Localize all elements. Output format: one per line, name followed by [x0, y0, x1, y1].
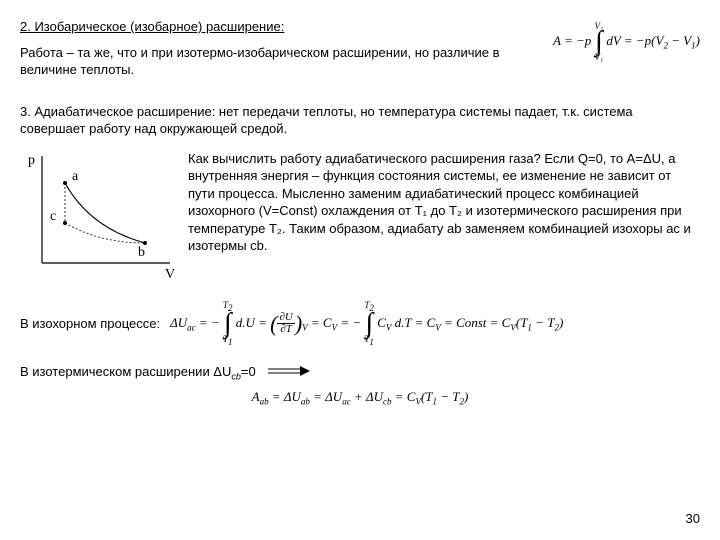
integral-1: V₂ ∫ V₁ — [595, 22, 604, 62]
page-number: 30 — [686, 510, 700, 528]
isochoric-formula: ΔUac = − T2∫T1 d.U = (∂U∂T)V = CV = − T2… — [170, 301, 563, 347]
point-a-label: a — [72, 169, 79, 184]
section-2-text: 2. Изобарическое (изобарное) расширение:… — [20, 18, 543, 89]
final-formula: Aab = ΔUab = ΔUac + ΔUcb = CV(T1 − T2) — [20, 388, 700, 408]
pv-diagram-svg: p V a c b — [20, 148, 180, 283]
section-2-para: Работа – та же, что и при изотермо-изоба… — [20, 44, 543, 79]
point-c-label: c — [50, 209, 56, 224]
section-2-row: 2. Изобарическое (изобарное) расширение:… — [20, 18, 700, 89]
adiabatic-explanation: Как вычислить работу адиабатического рас… — [188, 148, 700, 255]
formula-integrand: dV — [606, 33, 620, 48]
section-3-para: 3. Адиабатическое расширение: нет переда… — [20, 103, 700, 138]
point-b-label: b — [138, 245, 145, 260]
section-2-heading: 2. Изобарическое (изобарное) расширение: — [20, 18, 543, 36]
pv-diagram: p V a c b — [20, 148, 180, 283]
arrow-icon — [266, 364, 310, 382]
adiabatic-row: p V a c b Как вычислить работу адиабатич… — [20, 148, 700, 283]
isothermal-label: В изотермическом расширении ΔUcb=0 — [20, 363, 256, 383]
isochoric-label: В изохорном процессе: — [20, 315, 160, 333]
formula-rhs: = −p(V2 − V1) — [624, 33, 700, 48]
int-lower: V₁ — [595, 53, 604, 62]
formula-work-isobaric: A = −p V₂ ∫ V₁ dV = −p(V2 − V1) — [553, 18, 700, 62]
y-axis-label: p — [28, 153, 35, 168]
isothermal-row: В изотермическом расширении ΔUcb=0 — [20, 363, 700, 383]
formula-lhs: A = −p — [553, 33, 591, 48]
isochoric-row: В изохорном процессе: ΔUac = − T2∫T1 d.U… — [20, 301, 700, 347]
x-axis-label: V — [165, 267, 175, 282]
